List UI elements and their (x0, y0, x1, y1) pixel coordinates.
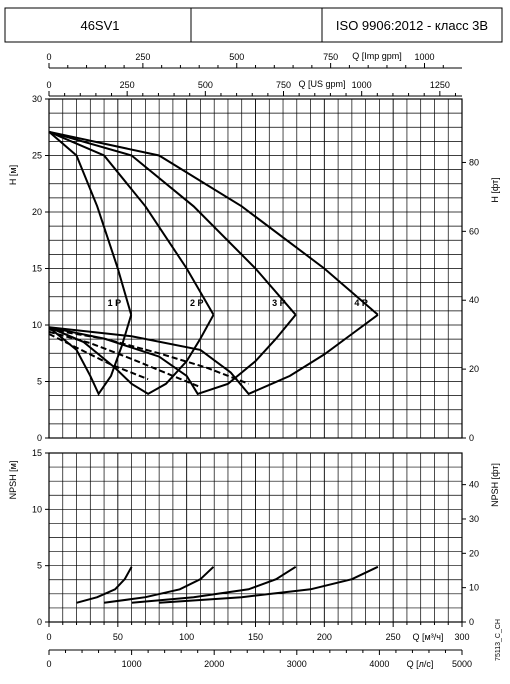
npsh-curve-4 (159, 565, 379, 604)
npsh-ytick-label-left: 5 (37, 561, 42, 571)
bottom1-tick-label: 250 (386, 632, 401, 642)
head-ytick-label-left: 10 (32, 320, 42, 330)
head-ytick-label-right: 0 (469, 433, 474, 443)
dashed-curve-3 (48, 333, 149, 381)
head-curve-2 (48, 130, 215, 316)
head-ytick-label-left: 15 (32, 264, 42, 274)
top1-tick-label: 500 (229, 52, 244, 62)
head-ytick-label-left: 30 (32, 94, 42, 104)
npsh-ytick-label-right: 30 (469, 514, 479, 524)
bottom1-tick-label: 100 (179, 632, 194, 642)
head-curve-label-4: 4 P (354, 298, 368, 308)
head-ytick-label-right: 60 (469, 226, 479, 236)
npsh-ytick-label-right: 40 (469, 480, 479, 490)
dashed-curve-1 (48, 328, 249, 385)
npsh-ytick-label-left: 15 (32, 448, 42, 458)
npsh-curve-3 (131, 565, 297, 604)
npsh-ytick-label-left: 0 (37, 617, 42, 627)
npsh-panel: 0 5 10 15 0 10 20 30 40 (32, 448, 479, 627)
npsh-ylabel-left: NPSH [м] (8, 461, 18, 500)
top2-tick-label: 0 (46, 80, 51, 90)
bottom1-tick-label: 200 (317, 632, 332, 642)
npsh-ytick-label-right: 10 (469, 583, 479, 593)
npsh-curve-1 (76, 566, 133, 604)
power-curve-4 (48, 313, 379, 396)
top2-tick-label: 750 (276, 80, 291, 90)
top1-tick-label: 750 (323, 52, 338, 62)
head-ytick-label-left: 25 (32, 151, 42, 161)
head-ytick-label-left: 20 (32, 207, 42, 217)
head-panel: 0 5 10 15 20 25 30 0 20 40 60 80 1 P 2 P 3 P 4 P (32, 94, 479, 443)
bottom2-axis-label: Q [л/с] (407, 659, 434, 669)
npsh-curve-2 (103, 566, 215, 604)
power-curve-2 (48, 314, 215, 396)
model-label: 46SV1 (80, 18, 119, 33)
top1-tick-label: 0 (46, 52, 51, 62)
doc-code: 75113_C_CH (495, 619, 502, 661)
top2-axis-label: Q [US gpm] (298, 79, 345, 89)
bottom1-tick-label: 50 (113, 632, 123, 642)
header-frame (4, 7, 503, 43)
head-curve-1 (48, 131, 133, 316)
head-curve-label-2: 2 P (190, 298, 204, 308)
head-curve-3 (48, 130, 297, 316)
power-curve-3 (48, 314, 297, 396)
npsh-ytick-label-right: 0 (469, 617, 474, 627)
head-ytick-label-right: 20 (469, 364, 479, 374)
dashed-curve-2 (48, 330, 201, 389)
npsh-ylabel-right: NPSH [фт] (490, 463, 500, 507)
bottom1-axis-label: Q [м³/ч] (413, 632, 444, 642)
top1-tick-label: 250 (135, 52, 150, 62)
bottom2-tick-label: 1000 (122, 659, 142, 669)
bottom-axes: 0 50 100 150 200 250 3000 1000 2000 3000 4000 5000 (46, 622, 472, 669)
head-ylabel-left: H [м] (8, 165, 18, 185)
top2-tick-label: 500 (198, 80, 213, 90)
bottom1-tick-label: 150 (248, 632, 263, 642)
top2-tick-label: 1250 (430, 80, 450, 90)
head-curve-4 (48, 130, 379, 316)
standard-label: ISO 9906:2012 - класс 3В (336, 18, 488, 33)
bottom1-tick-label: 0 (46, 632, 51, 642)
bottom2-tick-label: 5000 (452, 659, 472, 669)
head-curve-label-1: 1 P (108, 298, 122, 308)
bottom1-tick-label: 300 (454, 632, 469, 642)
top-axes: 0 250 500 750 1000 0 250 500 750 1000 1250 (46, 52, 462, 97)
bottom2-tick-label: 2000 (204, 659, 224, 669)
head-ytick-label-right: 80 (469, 157, 479, 167)
top2-tick-label: 1000 (352, 80, 372, 90)
npsh-ytick-label-right: 20 (469, 548, 479, 558)
npsh-ytick-label-left: 10 (32, 504, 42, 514)
head-ytick-label-right: 40 (469, 295, 479, 305)
head-ytick-label-left: 5 (37, 377, 42, 387)
head-ytick-label-left: 0 (37, 433, 42, 443)
top1-axis-label: Q [Imp gpm] (352, 51, 402, 61)
bottom2-tick-label: 4000 (369, 659, 389, 669)
head-ylabel-right: H [фт] (490, 177, 500, 202)
top1-tick-label: 1000 (414, 52, 434, 62)
bottom2-tick-label: 0 (46, 659, 51, 669)
bottom2-tick-label: 3000 (287, 659, 307, 669)
top2-tick-label: 250 (120, 80, 135, 90)
head-curve-label-3: 3 P (272, 298, 286, 308)
